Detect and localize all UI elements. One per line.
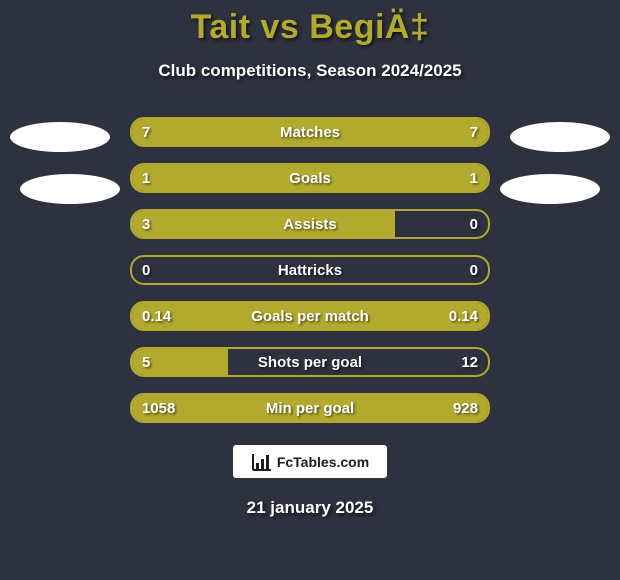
stat-row: 3Assists0 — [130, 209, 490, 239]
stat-label: Goals per match — [132, 303, 488, 329]
source-logo-label: FcTables.com — [277, 454, 369, 470]
stat-value-right: 7 — [470, 119, 478, 145]
stat-value-right: 12 — [461, 349, 478, 375]
bar-chart-icon — [251, 452, 273, 472]
player-badge — [510, 122, 610, 152]
stat-label: Shots per goal — [132, 349, 488, 375]
stat-row: 1058Min per goal928 — [130, 393, 490, 423]
player-badge — [20, 174, 120, 204]
page-title: Tait vs BegiÄ‡ — [0, 0, 620, 47]
stat-row: 1Goals1 — [130, 163, 490, 193]
source-logo: FcTables.com — [233, 445, 387, 478]
stat-label: Matches — [132, 119, 488, 145]
stat-label: Goals — [132, 165, 488, 191]
stat-row: 5Shots per goal12 — [130, 347, 490, 377]
stat-label: Hattricks — [132, 257, 488, 283]
stat-row: 0Hattricks0 — [130, 255, 490, 285]
stat-row: 0.14Goals per match0.14 — [130, 301, 490, 331]
date-label: 21 january 2025 — [0, 498, 620, 518]
stat-value-right: 1 — [470, 165, 478, 191]
stats-container: 7Matches71Goals13Assists00Hattricks00.14… — [0, 117, 620, 423]
stat-row: 7Matches7 — [130, 117, 490, 147]
stat-value-right: 928 — [453, 395, 478, 421]
stat-value-right: 0.14 — [449, 303, 478, 329]
stat-value-right: 0 — [470, 257, 478, 283]
player-badge — [10, 122, 110, 152]
player-badge — [500, 174, 600, 204]
stat-label: Min per goal — [132, 395, 488, 421]
stat-label: Assists — [132, 211, 488, 237]
stat-value-right: 0 — [470, 211, 478, 237]
subtitle: Club competitions, Season 2024/2025 — [0, 61, 620, 81]
